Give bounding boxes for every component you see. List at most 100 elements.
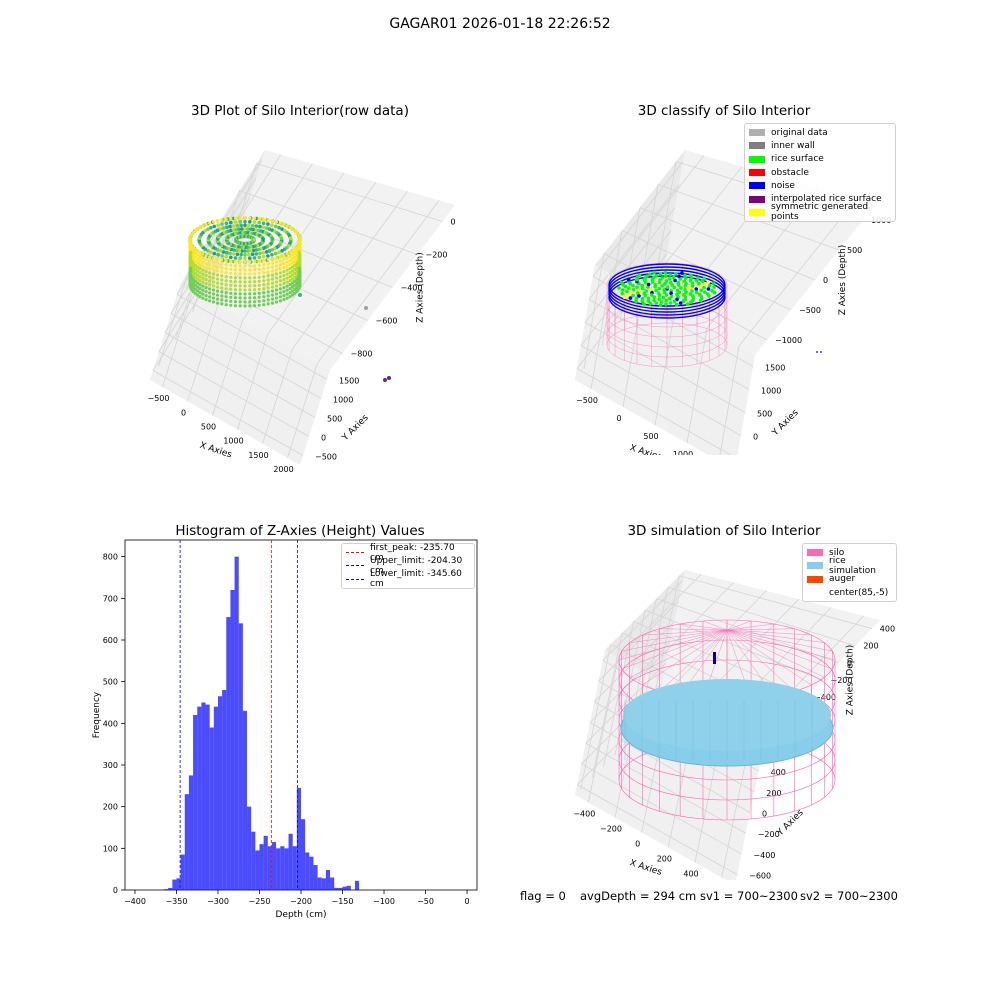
panel4-title: 3D simulation of Silo Interior [627, 523, 821, 539]
p3-x-tick-label: −250 [248, 897, 270, 906]
p1-wall-point [262, 295, 266, 299]
legend-entry: auger [803, 573, 896, 586]
p3-hist-bar [271, 842, 277, 890]
p1-wall-point [208, 259, 212, 263]
p4-z-tick: 0 [847, 659, 852, 668]
p1-wall-point [220, 298, 224, 302]
p1-surface-point [254, 224, 259, 228]
legend-entry: Lower_limit: -345.60 cm [342, 569, 474, 589]
p2-x-tick: 500 [643, 432, 658, 441]
legend-label: obstacle [771, 167, 809, 178]
p1-wall-point [233, 268, 237, 272]
legend-swatch [749, 208, 765, 216]
p1-x-tick: −500 [148, 394, 170, 403]
p1-wall-point [285, 288, 289, 292]
legend-entry: rice simulation [803, 556, 896, 576]
p1-wall-point [215, 273, 220, 277]
p1-wall-point [224, 283, 228, 287]
p1-wall-point [224, 291, 228, 295]
p2-noise-point [820, 351, 822, 353]
p1-wall-point [204, 298, 208, 302]
p1-grid-z [256, 163, 443, 222]
p1-surface-point [216, 228, 220, 232]
legend-entry: silo [803, 546, 896, 559]
p2-rice-surface-point [707, 294, 711, 298]
p3-hist-bar [325, 870, 331, 890]
p2-rice-surface-point [678, 301, 683, 305]
p1-wall-point [282, 274, 286, 278]
p2-rice-surface-point [685, 302, 690, 306]
p2-rice-surface-point [667, 296, 672, 301]
p2-silo-ring [606, 322, 728, 368]
p1-wall-point [211, 260, 216, 264]
p1-wall-point [274, 280, 279, 284]
p3-x-tick-label: −400 [124, 897, 146, 906]
legend-entry: noise [745, 179, 895, 192]
p3-hist-bar [209, 727, 214, 890]
p1-wall-point [278, 291, 282, 295]
p1-wall-point [253, 268, 257, 272]
p2-rice-surface-point [623, 284, 628, 289]
p2-grid-y [588, 299, 750, 390]
legend-swatch [807, 549, 823, 557]
p1-surface-point [224, 254, 229, 259]
p1-surface-point [282, 247, 287, 251]
p1-wall-point [215, 297, 220, 301]
p1-wall-point [189, 250, 193, 254]
p2-rice-surface-point [648, 272, 652, 277]
p1-wall-point [215, 301, 220, 305]
legend-swatch [807, 562, 823, 570]
p2-rice-surface-point [619, 280, 624, 285]
p1-wall-point [220, 302, 224, 306]
p2-rice-surface-point [645, 274, 649, 278]
p1-surface-point [243, 227, 247, 231]
p1-surface-point [247, 252, 251, 257]
p1-wall-point [224, 299, 228, 303]
p3-hist-bar [176, 878, 181, 890]
p2-rice-surface-point [654, 274, 659, 278]
p1-wall-point [243, 296, 247, 300]
p3-hist-bar [292, 846, 297, 890]
p1-wall-point [201, 256, 205, 260]
p1-wall-point [262, 299, 266, 303]
p1-wall-point [233, 260, 237, 264]
p1-surface-point [266, 254, 270, 258]
p1-wall-point [288, 225, 292, 229]
legend-entry: inner wall [745, 139, 895, 152]
p1-wall-point [201, 264, 205, 268]
p1-wall-point [229, 287, 233, 291]
p2-silo-ring [606, 292, 728, 338]
p1-wall-point [220, 262, 224, 266]
p1-wall-point [215, 265, 220, 269]
p2-rice-surface-point [667, 277, 672, 281]
p1-surface-point [248, 220, 252, 224]
p1-surface-point [243, 249, 247, 253]
p1-surface-point [243, 219, 247, 224]
p2-rice-surface-point [634, 296, 639, 301]
p1-wall-point [293, 279, 297, 283]
p1-surface-point [237, 227, 242, 231]
p1-wall-point [224, 303, 228, 307]
p3-hist-bar [284, 848, 289, 890]
p1-surface-point [267, 249, 272, 253]
p1-wall-point [257, 267, 261, 271]
p1-wall-point [248, 264, 252, 268]
p1-wall-point [253, 292, 257, 296]
p2-rice-surface-point [631, 293, 635, 298]
p1-wall-point [233, 272, 237, 276]
p1-wall-point [224, 217, 228, 221]
panel2-title: 3D classify of Silo Interior [637, 103, 811, 119]
p1-wall-point [201, 288, 205, 292]
p1-wall-point [262, 271, 266, 275]
p4-auger-marker [713, 652, 716, 664]
p1-surface-point [221, 250, 226, 254]
p1-wall-point [285, 276, 289, 280]
p2-rice-surface-point [680, 271, 684, 275]
p2-rice-surface-point [617, 286, 621, 290]
p2-rice-surface-point [690, 289, 694, 293]
p3-hist-bar [172, 879, 177, 890]
p1-wall-point [270, 293, 275, 297]
p3-hist-bar [276, 848, 281, 890]
p1-wall-point [288, 287, 292, 291]
legend-label: silo [829, 547, 845, 558]
